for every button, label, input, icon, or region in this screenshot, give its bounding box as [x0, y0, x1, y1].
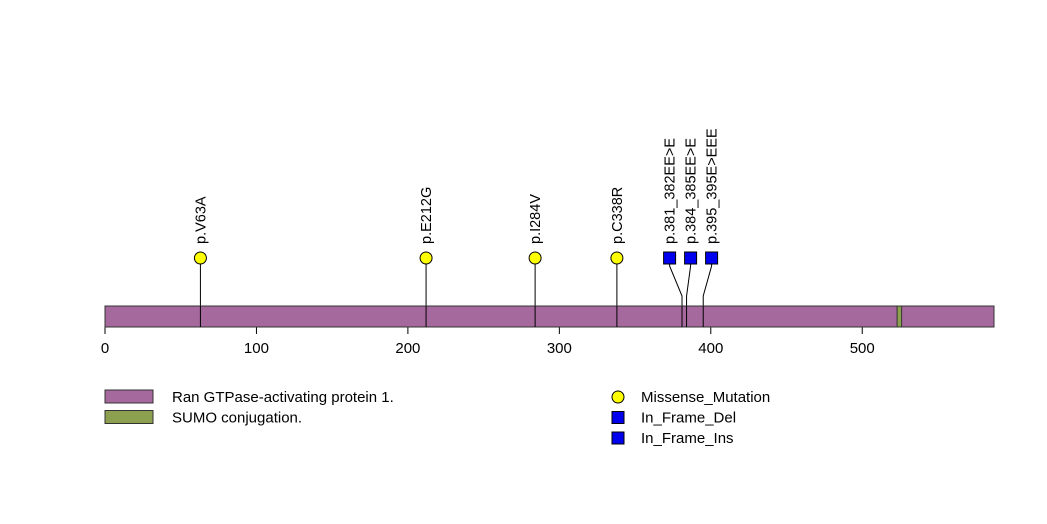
legend-label: SUMO conjugation. — [172, 410, 302, 427]
legend: Ran GTPase-activating protein 1. SUMO con… — [104, 389, 770, 447]
mutation-label: p.395_395E>EEE — [705, 128, 721, 244]
protein-bar — [104, 305, 995, 328]
mutation-label: p.C338R — [610, 187, 626, 244]
mutation-label: p.381_382EE>E — [663, 138, 679, 244]
in-frame-del-marker — [684, 251, 698, 265]
legend-label: In_Frame_Del — [641, 410, 736, 427]
in-frame-del-marker — [663, 251, 677, 265]
protein-domains — [104, 305, 995, 328]
mutation-label: p.384_385EE>E — [684, 138, 700, 244]
x-tick-label: 200 — [395, 340, 420, 357]
mutation-markers — [193, 251, 719, 265]
missense-mutation-marker — [610, 251, 624, 265]
x-tick-label: 300 — [547, 340, 572, 357]
legend-label: Ran GTPase-activating protein 1. — [172, 389, 394, 406]
x-tick-label: 400 — [698, 340, 723, 357]
mutation-label: p.I284V — [528, 194, 544, 244]
mutation-labels: p.V63A p.E212G p.I284V p.C338R p.381_382EE>E… — [193, 128, 720, 244]
x-tick-label: 500 — [850, 340, 875, 357]
legend-label: Missense_Mutation — [641, 389, 770, 406]
in-frame-ins-marker — [705, 251, 719, 265]
legend-square-icon — [611, 411, 625, 424]
mutation-stems — [199, 258, 713, 306]
mutation-stem — [669, 258, 683, 306]
domain-segment — [896, 305, 903, 328]
missense-mutation-marker — [528, 251, 542, 265]
legend-swatch — [104, 389, 154, 404]
x-axis: 0 100 200 300 400 500 — [101, 326, 875, 357]
mutation-label: p.V63A — [193, 196, 209, 244]
missense-mutation-marker — [419, 251, 433, 265]
legend-missense-icon — [611, 390, 625, 404]
missense-mutation-marker — [193, 251, 207, 265]
x-tick-label: 0 — [101, 340, 109, 357]
x-tick-label: 100 — [244, 340, 269, 357]
mutation-stem — [686, 258, 692, 306]
mutation-stem — [702, 258, 713, 306]
mutation-label: p.E212G — [419, 187, 435, 244]
legend-swatch — [104, 410, 154, 424]
legend-square-icon — [611, 431, 625, 445]
legend-label: In_Frame_Ins — [641, 430, 734, 447]
